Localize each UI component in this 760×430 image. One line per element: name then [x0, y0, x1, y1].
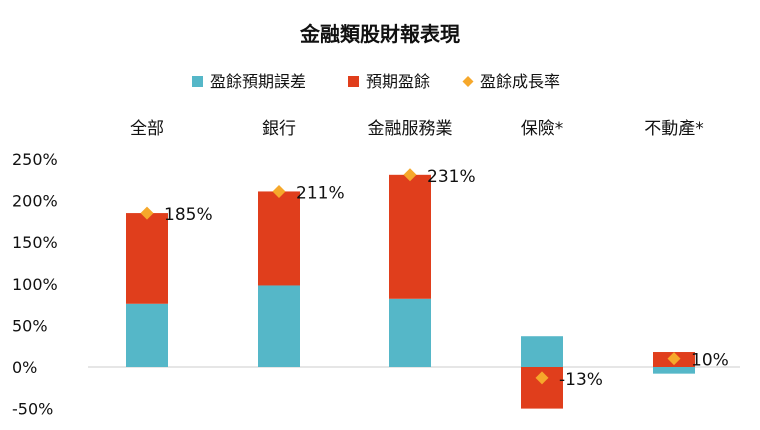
category-label: 保險* — [521, 119, 564, 139]
y-tick-label: 100% — [12, 275, 58, 294]
legend-label-growth: 盈餘成長率 — [480, 72, 560, 91]
legend-swatch-error — [192, 76, 203, 87]
growth-marker — [140, 206, 154, 220]
growth-marker — [272, 184, 286, 198]
legend: 盈餘預期誤差 預期盈餘 盈餘成長率 — [192, 72, 560, 91]
legend-label-error: 盈餘預期誤差 — [210, 72, 306, 91]
growth-label: 185% — [164, 205, 213, 225]
category-label: 不動產* — [644, 119, 704, 139]
y-tick-label: 50% — [12, 316, 48, 335]
bar-expected-earnings — [126, 213, 168, 304]
growth-markers — [140, 168, 681, 385]
chart-title: 金融類股財報表現 — [299, 22, 460, 46]
growth-marker — [535, 371, 549, 385]
bar-expected-earnings — [389, 174, 431, 299]
growth-label: 10% — [691, 351, 729, 371]
y-tick-label: 0% — [12, 358, 37, 377]
y-axis: 250% 200% 150% 100% 50% 0% -50% — [12, 150, 58, 419]
category-labels: 全部 銀行 金融服務業 保險* 不動產* — [130, 119, 704, 139]
growth-label: 211% — [296, 183, 345, 203]
bars — [126, 174, 695, 409]
legend-swatch-expected — [348, 76, 359, 87]
category-label: 金融服務業 — [368, 119, 453, 139]
bar-earnings-surprise — [389, 298, 431, 367]
category-label: 銀行 — [262, 119, 296, 139]
growth-marker — [403, 168, 417, 182]
legend-swatch-growth — [462, 76, 474, 87]
category-label: 全部 — [130, 119, 164, 139]
bar-earnings-surprise — [126, 303, 168, 367]
growth-label: -13% — [559, 370, 603, 390]
legend-label-expected: 預期盈餘 — [366, 72, 430, 91]
growth-label: 231% — [427, 167, 476, 187]
bar-earnings-surprise — [258, 285, 300, 367]
bar-earnings-surprise — [653, 367, 695, 374]
growth-labels: 185% 211% 231% -13% 10% — [164, 167, 729, 390]
y-tick-label: -50% — [12, 400, 53, 419]
growth-marker — [667, 352, 681, 366]
bar-earnings-surprise — [521, 336, 563, 367]
y-tick-label: 250% — [12, 150, 58, 169]
y-tick-label: 200% — [12, 192, 58, 211]
bar-expected-earnings — [258, 191, 300, 286]
y-tick-label: 150% — [12, 233, 58, 252]
